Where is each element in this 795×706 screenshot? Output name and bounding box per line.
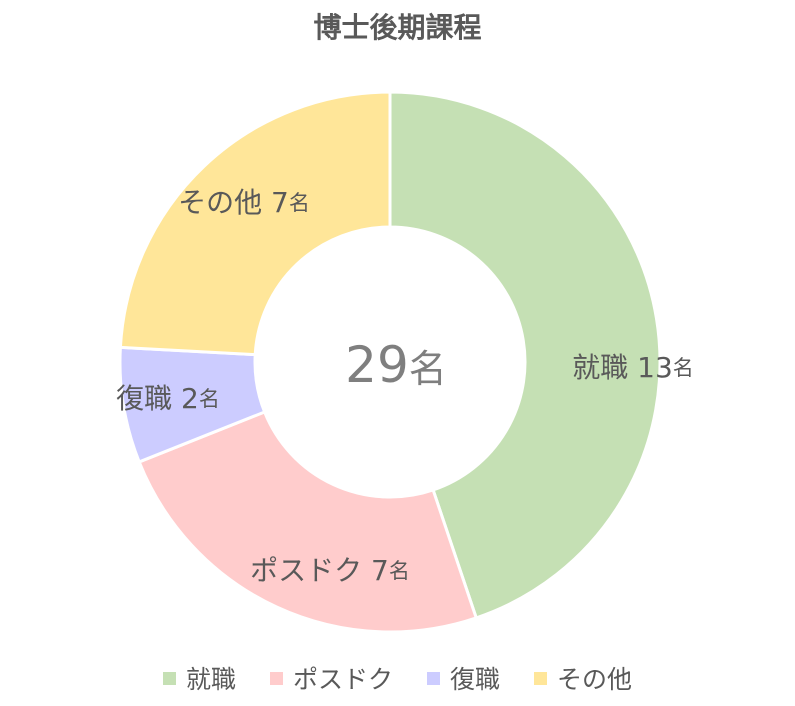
center-total-value: 29 xyxy=(345,336,409,394)
center-total-label: 29名 xyxy=(345,336,447,394)
legend-item-2: ポスドク xyxy=(269,660,393,696)
legend-item-4: その他 xyxy=(534,660,632,696)
slice-1 xyxy=(388,90,662,620)
legend-label-3: 復職 xyxy=(450,665,501,694)
legend: 就職 ポスドク 復職 その他 xyxy=(0,660,795,696)
legend-label-1: 就職 xyxy=(185,665,236,694)
chart-title: 博士後期課程 xyxy=(313,11,482,44)
slice-2 xyxy=(137,410,479,634)
legend-swatch-2 xyxy=(269,671,283,685)
data-label-2: ポスドク 7名 xyxy=(250,554,410,587)
legend-swatch-3 xyxy=(427,671,440,685)
legend-label-2: ポスドク xyxy=(292,665,393,694)
data-label-1: 就職 13名 xyxy=(572,351,694,384)
legend-swatch-4 xyxy=(534,671,548,685)
legend-swatch-1 xyxy=(162,671,176,685)
slices-group xyxy=(118,90,662,634)
data-label-4: その他 7名 xyxy=(178,186,310,219)
center-total-unit: 名 xyxy=(409,347,447,391)
slice-4 xyxy=(118,90,392,357)
legend-item-1: 就職 xyxy=(162,660,236,696)
legend-label-4: その他 xyxy=(557,665,633,694)
legend-item-3: 復職 xyxy=(427,660,500,696)
data-label-3: 復職 2名 xyxy=(116,382,220,415)
